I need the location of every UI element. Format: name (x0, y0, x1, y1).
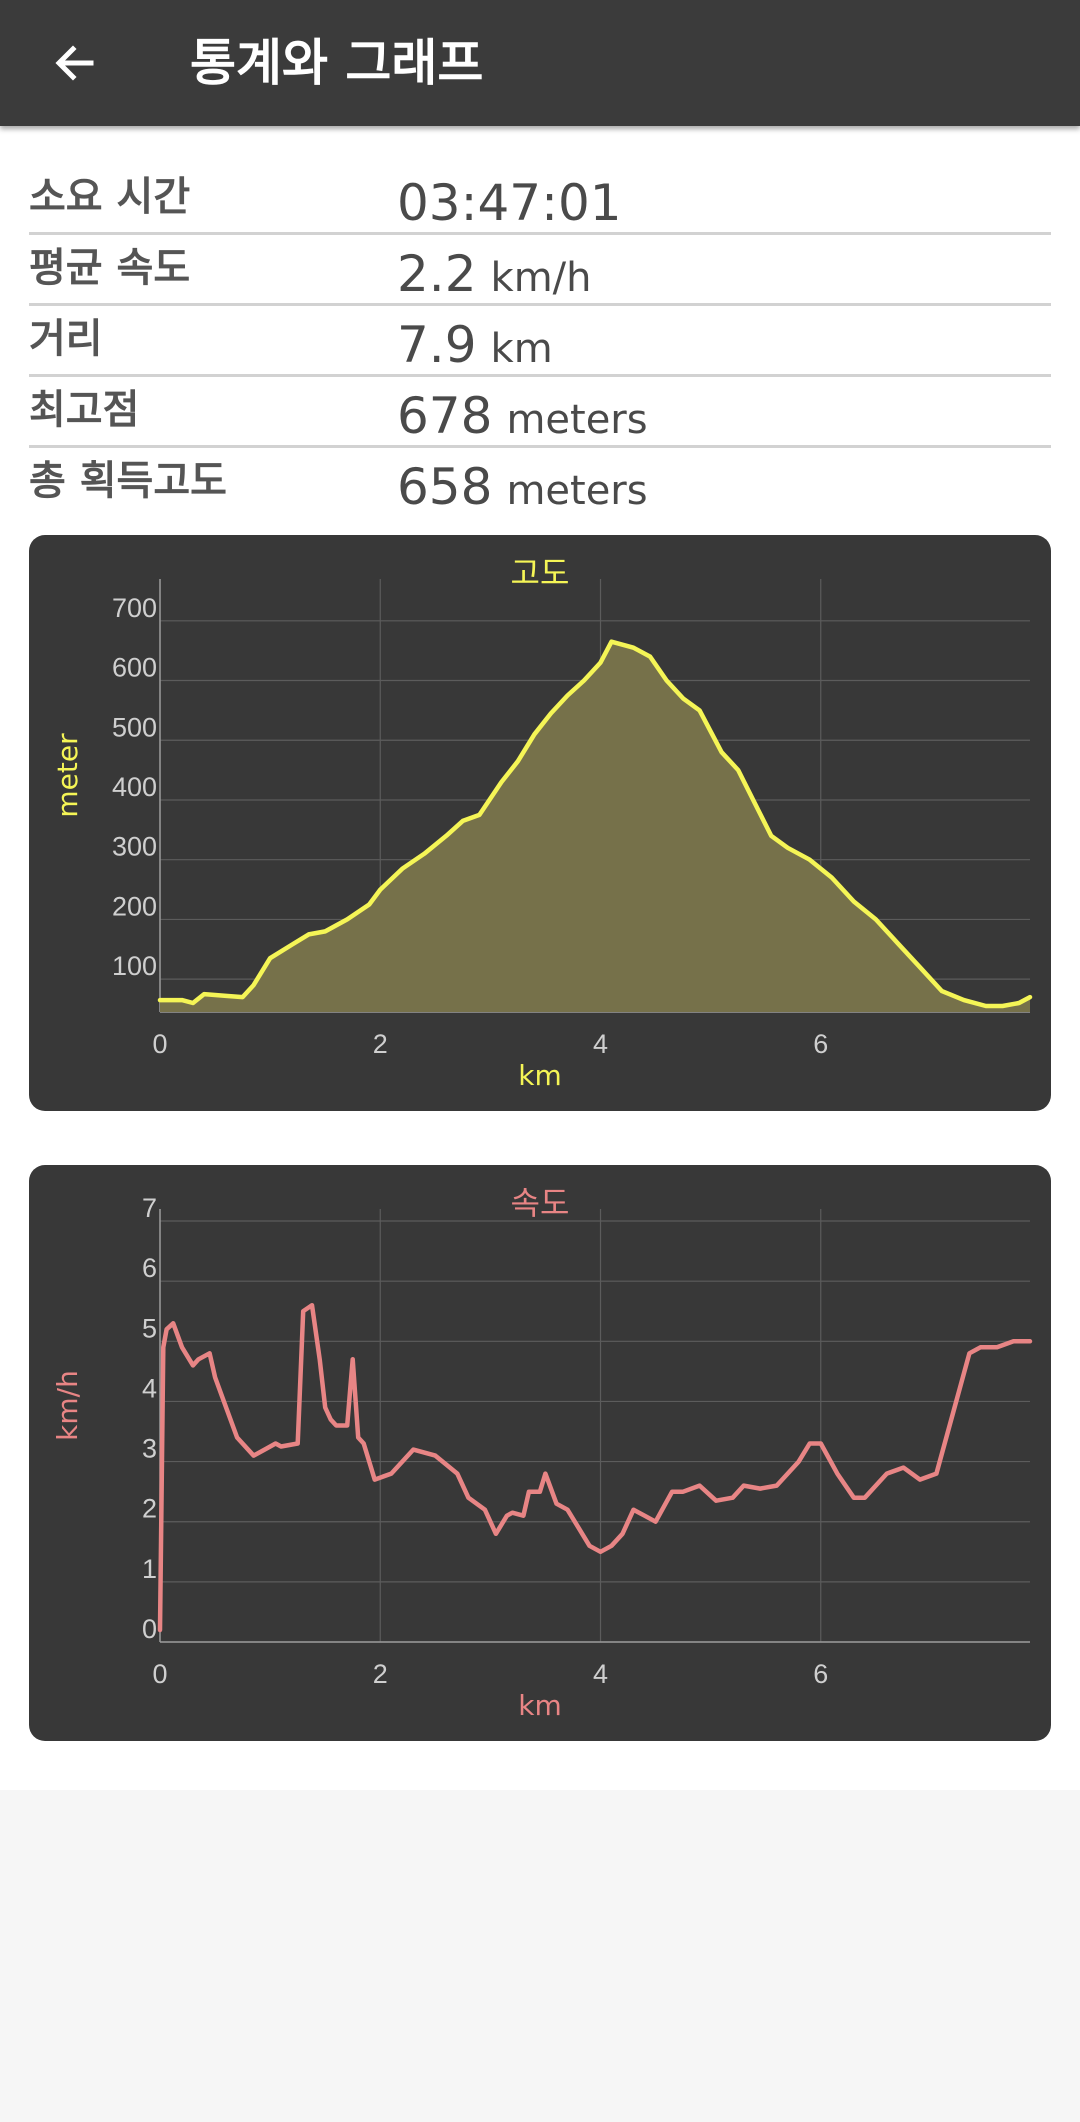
app-bar: 통계와 그래프 (0, 0, 1080, 126)
back-button[interactable] (40, 28, 110, 98)
stat-label: 소요 시간 (29, 174, 191, 220)
stat-unit: km/h (490, 255, 592, 301)
stat-value: 03:47:01 (397, 174, 636, 232)
x-axis-label: km (518, 1059, 562, 1092)
stat-number: 678 (397, 387, 493, 445)
y-tick-label: 5 (142, 1313, 157, 1343)
stat-value: 658 meters (397, 458, 648, 516)
elevation-chart: 100 200 300 400 500 600 700 0 2 4 6 고도 km meter (29, 535, 1051, 1111)
y-axis-label: meter (51, 733, 84, 818)
elevation-area-fill (160, 641, 1030, 1012)
y-tick-label: 100 (112, 951, 157, 981)
y-tick-label: 500 (112, 712, 157, 742)
x-tick-label: 0 (152, 1659, 167, 1689)
chart-svg: 100 200 300 400 500 600 700 0 2 4 6 고도 km meter (51, 554, 1033, 1092)
stat-label: 거리 (29, 316, 103, 362)
y-axis-label: km/h (51, 1370, 84, 1441)
x-tick-label: 6 (813, 1659, 828, 1689)
stat-row-distance: 거리 7.9 km (29, 304, 1051, 377)
y-tick-label: 6 (142, 1253, 157, 1283)
y-tick-label: 7 (142, 1193, 157, 1223)
stat-label: 평균 속도 (29, 245, 191, 291)
stat-row-duration: 소요 시간 03:47:01 (29, 162, 1051, 235)
y-tick-label: 4 (142, 1373, 157, 1403)
y-tick-label: 600 (112, 653, 157, 683)
x-tick-label: 4 (593, 1029, 608, 1059)
stat-number: 658 (397, 458, 493, 516)
stat-unit: km (490, 326, 553, 372)
chart-title: 고도 (511, 554, 570, 592)
y-tick-label: 3 (142, 1434, 157, 1464)
chart-title: 속도 (511, 1184, 570, 1222)
stat-row-highest-point: 최고점 678 meters (29, 375, 1051, 448)
elevation-line (157, 639, 1033, 1009)
stat-number: 7.9 (397, 316, 477, 374)
stat-value: 2.2 km/h (397, 245, 592, 303)
arrow-left-icon (55, 45, 94, 81)
x-tick-label: 0 (152, 1029, 167, 1059)
stat-number: 03:47:01 (397, 174, 622, 232)
y-tick-label: 200 (112, 891, 157, 921)
stat-number: 2.2 (397, 245, 477, 303)
statistics-content: 소요 시간 03:47:01 평균 속도 2.2 km/h 거리 7.9 km 최고… (0, 126, 1080, 1790)
stat-value: 678 meters (397, 387, 648, 445)
y-tick-label: 0 (142, 1614, 157, 1644)
y-tick-label: 1 (142, 1554, 157, 1584)
stat-row-avg-speed: 평균 속도 2.2 km/h (29, 233, 1051, 306)
stat-unit: meters (506, 397, 648, 443)
chart-svg: 0 1 2 3 4 5 6 7 0 2 4 6 속도 km km/h (51, 1184, 1033, 1722)
x-tick-label: 4 (593, 1659, 608, 1689)
speed-chart: 0 1 2 3 4 5 6 7 0 2 4 6 속도 km km/h (29, 1165, 1051, 1741)
page-title: 통계와 그래프 (190, 34, 484, 92)
stat-unit: meters (506, 468, 648, 514)
x-axis-label: km (518, 1689, 562, 1722)
stat-row-total-ascent: 총 획득고도 658 meters (29, 446, 1051, 516)
stat-label: 최고점 (29, 387, 140, 433)
x-tick-label: 2 (373, 1659, 388, 1689)
y-tick-label: 700 (112, 593, 157, 623)
y-tick-label: 300 (112, 832, 157, 862)
x-tick-label: 6 (813, 1029, 828, 1059)
stat-value: 7.9 km (397, 316, 553, 374)
stat-label: 총 획득고도 (29, 458, 227, 504)
y-tick-label: 400 (112, 772, 157, 802)
x-tick-label: 2 (373, 1029, 388, 1059)
speed-line (157, 1302, 1033, 1633)
y-tick-label: 2 (142, 1494, 157, 1524)
